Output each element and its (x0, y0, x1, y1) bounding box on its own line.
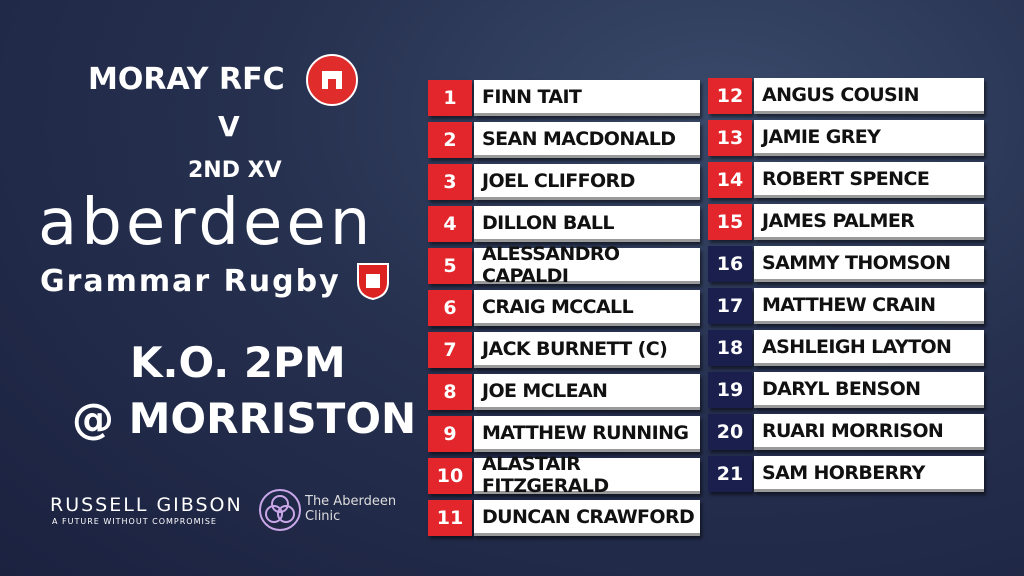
player-row: 16 SAMMY THOMSON (708, 246, 984, 282)
player-name: DUNCAN CRAWFORD (474, 500, 700, 536)
player-row: 5 ALESSANDRO CAPALDI (428, 243, 700, 287)
player-number: 18 (708, 330, 752, 366)
player-name: JAMIE GREY (754, 120, 984, 156)
sponsor-tagline: A FUTURE WITHOUT COMPROMISE (52, 517, 217, 526)
player-number: 12 (708, 78, 752, 114)
player-number: 10 (428, 458, 472, 494)
player-number: 14 (708, 162, 752, 198)
player-row: 4 DILLON BALL (428, 206, 700, 242)
player-number: 19 (708, 372, 752, 408)
player-row: 2 SEAN MACDONALD (428, 122, 700, 158)
player-number: 17 (708, 288, 752, 324)
player-row: 15 JAMES PALMER (708, 204, 984, 240)
player-row: 6 CRAIG MCCALL (428, 290, 700, 326)
player-row: 13 JAMIE GREY (708, 120, 984, 156)
player-name: ROBERT SPENCE (754, 162, 984, 198)
player-name: MATTHEW RUNNING (474, 416, 700, 452)
player-number: 20 (708, 414, 752, 450)
player-number: 4 (428, 206, 472, 242)
player-name: DARYL BENSON (754, 372, 984, 408)
club-sub: Grammar Rugby (40, 264, 341, 299)
player-number: 21 (708, 456, 752, 492)
player-number: 5 (428, 248, 472, 284)
player-number: 3 (428, 164, 472, 200)
away-team: 2ND XV (188, 158, 282, 183)
player-number: 9 (428, 416, 472, 452)
club-word: aberdeen (38, 186, 375, 260)
player-name: ASHLEIGH LAYTON (754, 330, 984, 366)
player-number: 2 (428, 122, 472, 158)
moray-crest (306, 54, 358, 106)
player-name: MATTHEW CRAIN (754, 288, 984, 324)
player-name: ALESSANDRO CAPALDI (474, 243, 700, 287)
player-number: 7 (428, 332, 472, 368)
player-number: 13 (708, 120, 752, 156)
player-name: SAMMY THOMSON (754, 246, 984, 282)
player-row: 11 DUNCAN CRAWFORD (428, 500, 700, 536)
player-name: JACK BURNETT (C) (474, 332, 700, 368)
player-row: 19 DARYL BENSON (708, 372, 984, 408)
player-row: 20 RUARI MORRISON (708, 414, 984, 450)
player-name: JOEL CLIFFORD (474, 164, 700, 200)
player-name: CRAIG MCCALL (474, 290, 700, 326)
player-row: 10 ALASTAIR FITZGERALD (428, 453, 700, 497)
player-number: 6 (428, 290, 472, 326)
player-name: ANGUS COUSIN (754, 78, 984, 114)
player-name: JOE MCLEAN (474, 374, 700, 410)
player-number: 8 (428, 374, 472, 410)
player-number: 15 (708, 204, 752, 240)
player-name: RUARI MORRISON (754, 414, 984, 450)
player-number: 16 (708, 246, 752, 282)
player-row: 18 ASHLEIGH LAYTON (708, 330, 984, 366)
versus: V (218, 110, 240, 143)
player-row: 7 JACK BURNETT (C) (428, 332, 700, 368)
kickoff: K.O. 2PM (130, 338, 346, 387)
player-name: FINN TAIT (474, 80, 700, 116)
sponsor: The Aberdeen Clinic (305, 494, 397, 524)
player-row: 9 MATTHEW RUNNING (428, 416, 700, 452)
player-row: 12 ANGUS COUSIN (708, 78, 984, 114)
player-name: ALASTAIR FITZGERALD (474, 453, 700, 497)
player-row: 21 SAM HORBERRY (708, 456, 984, 492)
player-number: 11 (428, 500, 472, 536)
agr-crest (357, 263, 389, 300)
player-number: 1 (428, 80, 472, 116)
player-row: 17 MATTHEW CRAIN (708, 288, 984, 324)
player-name: SEAN MACDONALD (474, 122, 700, 158)
player-row: 14 ROBERT SPENCE (708, 162, 984, 198)
home-team: MORAY RFC (88, 62, 285, 97)
player-name: JAMES PALMER (754, 204, 984, 240)
venue: @ MORRISTON (72, 394, 417, 443)
player-row: 1 FINN TAIT (428, 80, 700, 116)
player-name: DILLON BALL (474, 206, 700, 242)
player-row: 8 JOE MCLEAN (428, 374, 700, 410)
clinic-logo (259, 489, 301, 531)
player-name: SAM HORBERRY (754, 456, 984, 492)
player-row: 3 JOEL CLIFFORD (428, 164, 700, 200)
sponsor: RUSSELL GIBSON (50, 494, 243, 516)
